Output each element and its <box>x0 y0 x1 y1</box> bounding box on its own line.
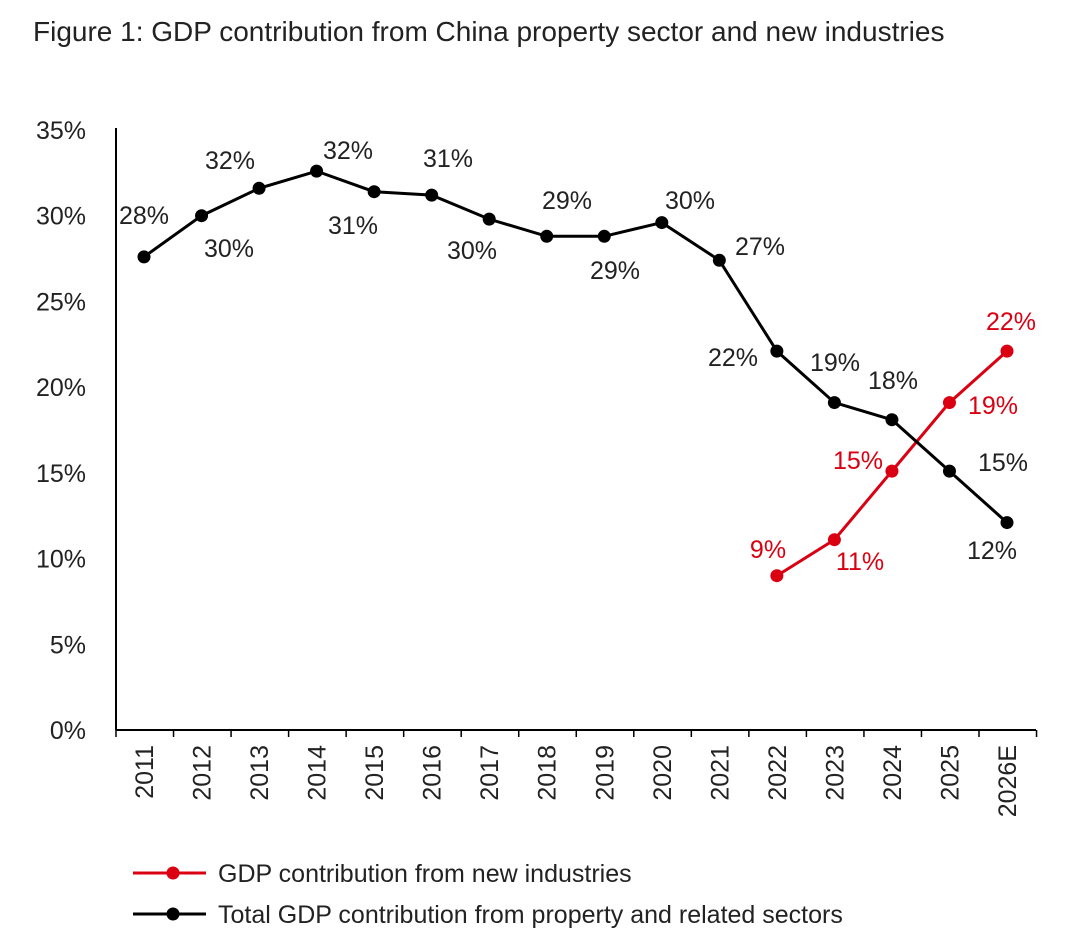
data-label: 22% <box>708 344 758 372</box>
x-tick-label: 2019 <box>591 745 619 801</box>
series-line-1 <box>143 169 1008 524</box>
x-tick-label: 2017 <box>476 745 504 801</box>
data-label: 32% <box>323 137 373 165</box>
data-label: 30% <box>665 187 715 215</box>
data-label: 30% <box>447 237 497 265</box>
x-tick-label: 2023 <box>821 745 849 801</box>
data-point <box>827 396 841 410</box>
data-label: 28% <box>119 202 169 230</box>
data-label: 15% <box>833 447 883 475</box>
legend-label: GDP contribution from new industries <box>218 860 632 888</box>
data-label: 31% <box>328 212 378 240</box>
data-label: 27% <box>735 233 785 261</box>
data-label: 19% <box>810 349 860 377</box>
data-point <box>137 250 151 264</box>
y-tick-label: 0% <box>50 717 86 745</box>
data-point <box>425 188 439 202</box>
data-point <box>252 181 266 195</box>
y-tick-label: 25% <box>36 288 86 316</box>
data-point <box>770 569 784 583</box>
data-label: 30% <box>204 235 254 263</box>
data-label: 9% <box>750 536 786 564</box>
x-tick-label: 2014 <box>304 745 332 801</box>
legend-label: Total GDP contribution from property and… <box>218 901 843 929</box>
data-point <box>942 464 956 478</box>
legend-marker <box>166 907 180 921</box>
x-tick-label: 2020 <box>649 745 677 801</box>
data-point <box>655 216 669 230</box>
x-tick-label: 2018 <box>534 745 562 801</box>
data-point <box>195 209 209 223</box>
data-label: 32% <box>205 147 255 175</box>
data-label: 29% <box>590 257 640 285</box>
data-label: 18% <box>868 367 918 395</box>
x-tick-label: 2016 <box>419 745 447 801</box>
x-tick-label: 2026E <box>994 745 1022 817</box>
y-tick-label: 15% <box>36 460 86 488</box>
x-tick-label: 2024 <box>879 745 907 801</box>
data-point <box>597 229 611 243</box>
data-label: 31% <box>423 145 473 173</box>
x-tick-label: 2025 <box>936 745 964 801</box>
data-label: 29% <box>542 187 592 215</box>
x-tick-label: 2022 <box>764 745 792 801</box>
data-point <box>942 396 956 410</box>
data-point <box>367 185 381 199</box>
chart-title: Figure 1: GDP contribution from China pr… <box>33 16 945 47</box>
data-label: 22% <box>986 308 1036 336</box>
y-tick-label: 30% <box>36 203 86 231</box>
y-tick-label: 35% <box>36 117 86 145</box>
data-point <box>540 229 554 243</box>
data-label: 15% <box>978 449 1028 477</box>
data-label: 11% <box>836 548 884 576</box>
x-tick-label: 2021 <box>706 745 734 801</box>
x-tick-label: 2015 <box>361 745 389 801</box>
x-tick-label: 2011 <box>131 745 159 799</box>
data-point <box>885 464 899 478</box>
y-tick-label: 5% <box>50 631 86 659</box>
data-label: 12% <box>967 537 1017 565</box>
y-tick-label: 20% <box>36 374 86 402</box>
data-point <box>482 212 496 226</box>
legend-marker <box>166 866 180 880</box>
data-point <box>827 533 841 547</box>
x-tick-label: 2013 <box>246 745 274 801</box>
data-point <box>1000 516 1014 530</box>
data-label: 19% <box>968 392 1018 420</box>
data-point <box>770 344 784 358</box>
x-tick-label: 2012 <box>189 745 217 801</box>
data-point <box>712 253 726 267</box>
data-point <box>885 413 899 427</box>
data-point <box>1000 344 1014 358</box>
y-tick-label: 10% <box>36 546 86 574</box>
data-point <box>310 164 324 178</box>
